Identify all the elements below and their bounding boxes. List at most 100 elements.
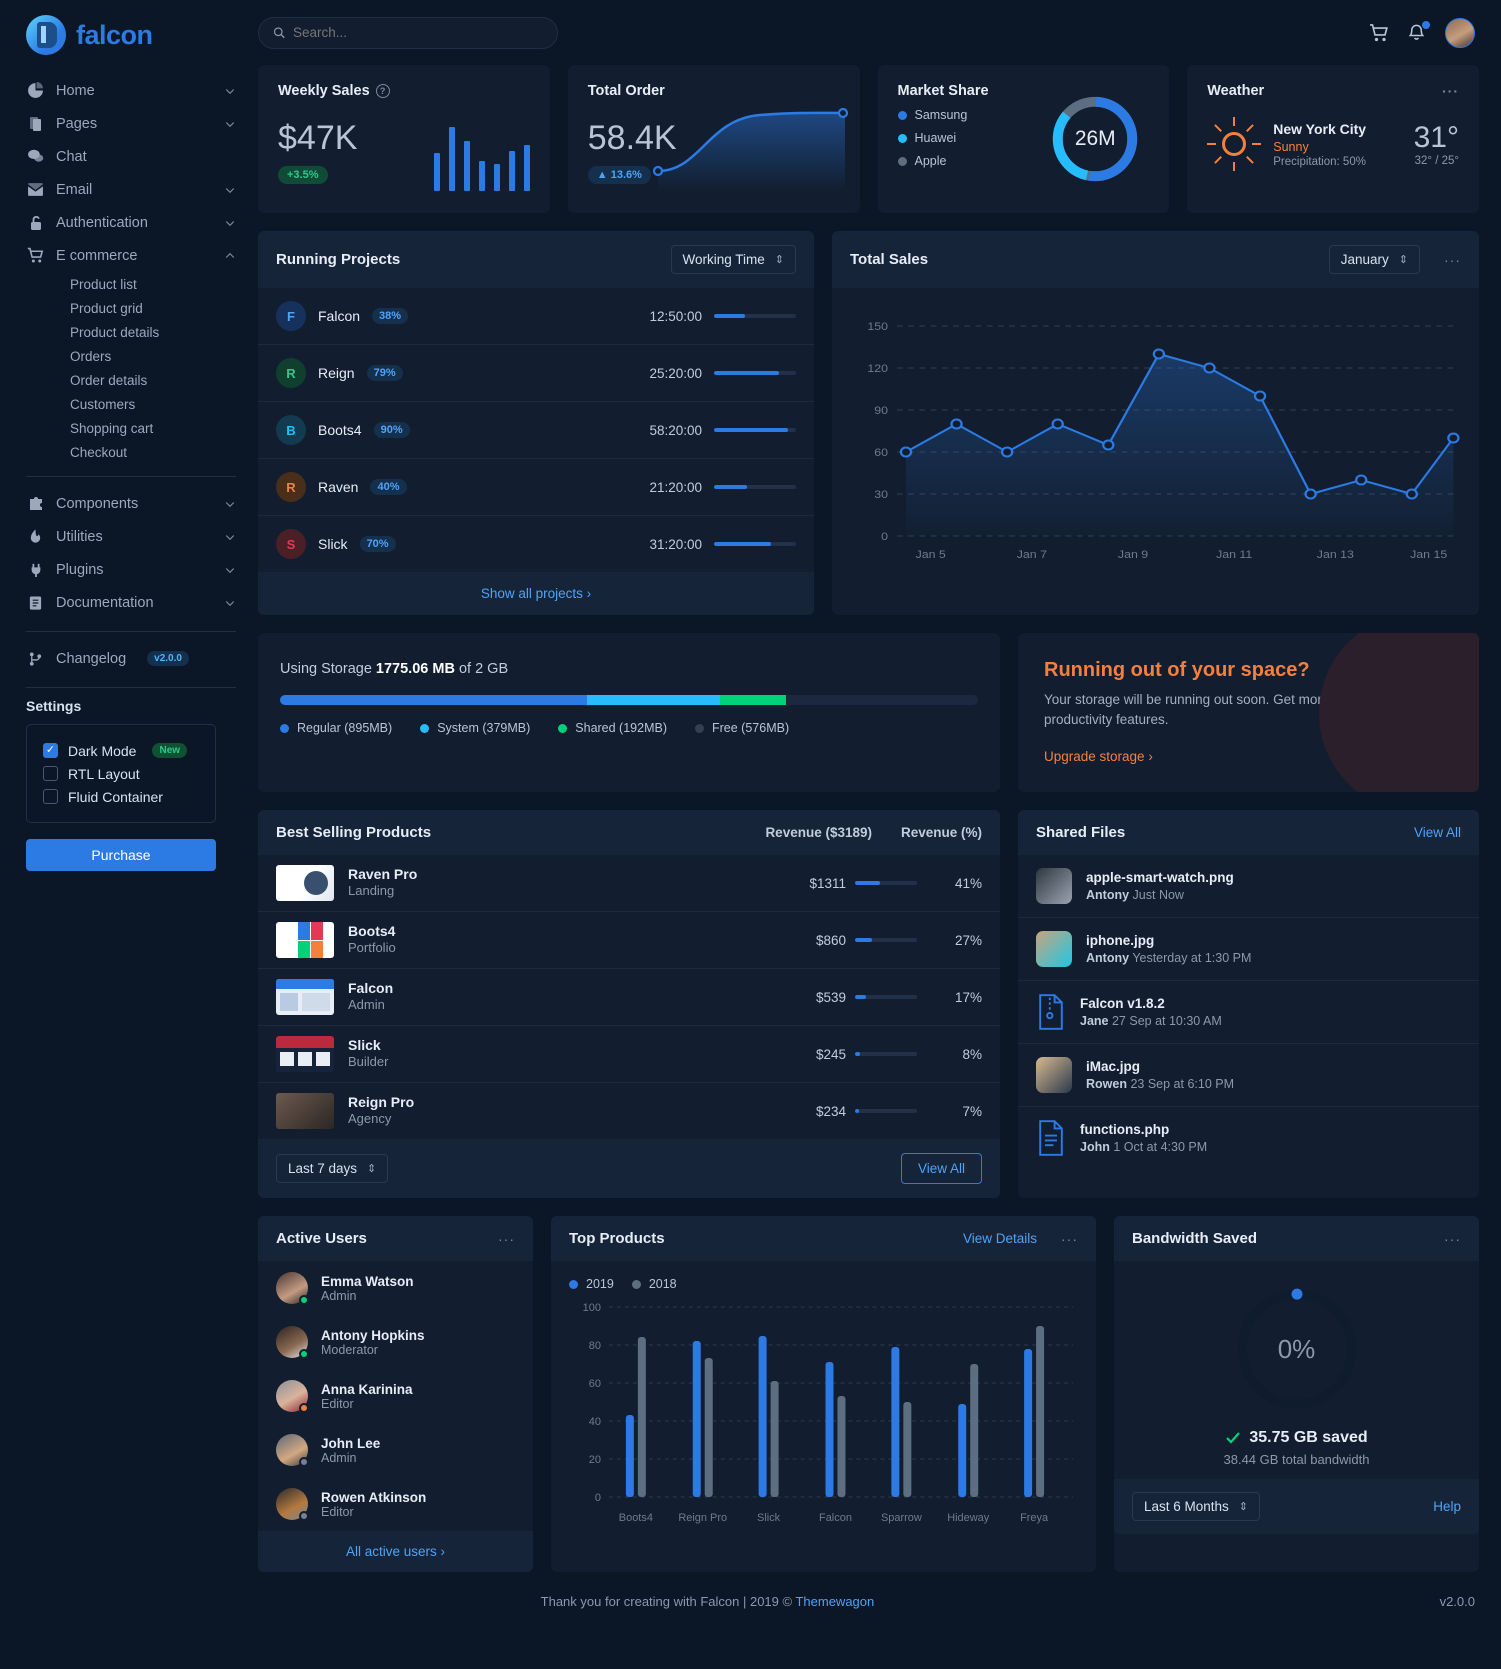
- notification-dot: [1422, 20, 1430, 29]
- sidebar-item-utilities[interactable]: Utilities: [22, 520, 236, 553]
- table-row[interactable]: Reign Pro Agency $234 7%: [258, 1083, 1000, 1139]
- table-row[interactable]: Boots4 Portfolio $860 27%: [258, 912, 1000, 970]
- total-order-sparkline: [652, 107, 848, 191]
- sidebar-subitem-customers[interactable]: Customers: [22, 392, 236, 416]
- sidebar-item-pages[interactable]: Pages: [22, 107, 236, 140]
- top-products-title: Top Products: [569, 1230, 665, 1248]
- cart-icon[interactable]: [1369, 23, 1389, 43]
- sidebar-subitem-product-details[interactable]: Product details: [22, 320, 236, 344]
- checkbox-dark-mode[interactable]: [43, 743, 58, 758]
- sidebar-item-chat[interactable]: Chat: [22, 140, 236, 173]
- list-item[interactable]: iphone.jpg Antony Yesterday at 1:30 PM: [1018, 918, 1479, 982]
- date-range-select[interactable]: Last 7 days ⇕: [276, 1154, 389, 1184]
- sidebar-item-changelog[interactable]: Changelog v2.0.0: [22, 642, 236, 675]
- file-meta: John 1 Oct at 4:30 PM: [1080, 1140, 1207, 1154]
- active-users-title: Active Users: [276, 1230, 367, 1248]
- checkbox-rtl-layout[interactable]: [43, 766, 58, 781]
- help-icon[interactable]: ?: [375, 84, 390, 98]
- project-row[interactable]: R Reign 79% 25:20:00: [258, 345, 814, 402]
- project-row[interactable]: R Raven 40% 21:20:00: [258, 459, 814, 516]
- month-select[interactable]: January ⇕: [1328, 245, 1420, 274]
- show-all-projects-link[interactable]: Show all projects ›: [258, 572, 814, 615]
- branch-icon: [26, 649, 45, 668]
- sidebar-subitem-orders[interactable]: Orders: [22, 344, 236, 368]
- book-icon: [26, 593, 45, 612]
- project-progress-bar: [714, 428, 796, 432]
- file-time: 27 Sep at 10:30 AM: [1111, 1014, 1222, 1029]
- product-revenue-pct: 41%: [954, 875, 982, 891]
- avatar-initial: S: [286, 536, 296, 552]
- checkbox-fluid-container[interactable]: [43, 789, 58, 804]
- view-details-link[interactable]: View Details: [962, 1231, 1037, 1247]
- sidebar-item-components[interactable]: Components: [22, 487, 236, 520]
- shared-files-view-all-link[interactable]: View All: [1413, 825, 1461, 841]
- sidebar-subitem-order-details[interactable]: Order details: [22, 368, 236, 392]
- status-dot: [299, 1295, 309, 1306]
- total-sales-more-icon[interactable]: ···: [1444, 251, 1461, 268]
- project-row[interactable]: B Boots4 90% 58:20:00: [258, 402, 814, 459]
- sidebar-subitem-product-grid[interactable]: Product grid: [22, 296, 236, 320]
- weekly-sales-delta: +3.5%: [278, 166, 328, 184]
- sidebar-item-authentication[interactable]: Authentication: [22, 206, 236, 239]
- sidebar-item-home[interactable]: Home: [22, 74, 236, 107]
- sub-label: Checkout: [70, 444, 128, 460]
- project-row[interactable]: F Falcon 38% 12:50:00: [258, 288, 814, 345]
- search-input[interactable]: [293, 25, 543, 40]
- new-badge: New: [152, 743, 188, 758]
- project-name: Boots4: [318, 422, 362, 438]
- setting-dark-mode[interactable]: Dark Mode New: [43, 739, 199, 762]
- sidebar-item-email[interactable]: Email: [22, 173, 236, 206]
- status-dot: [299, 1511, 309, 1522]
- bandwidth-more-icon[interactable]: ···: [1444, 1230, 1461, 1247]
- setting-rtl-layout[interactable]: RTL Layout: [43, 762, 199, 785]
- bandwidth-range-select[interactable]: Last 6 Months ⇕: [1132, 1492, 1261, 1522]
- themewagon-link[interactable]: Themewagon: [795, 1594, 875, 1610]
- sidebar-subitem-shopping-cart[interactable]: Shopping cart: [22, 416, 236, 440]
- file-user: Rowen: [1086, 1077, 1127, 1092]
- avatar[interactable]: [1445, 17, 1475, 48]
- list-item[interactable]: functions.php John 1 Oct at 4:30 PM: [1018, 1107, 1479, 1169]
- list-item[interactable]: apple-smart-watch.png Antony Just Now: [1018, 855, 1479, 919]
- brand-logo-area[interactable]: falcon: [22, 0, 236, 70]
- bell-icon[interactable]: [1407, 20, 1430, 43]
- sidebar-item-documentation[interactable]: Documentation: [22, 586, 236, 619]
- sidebar-subitem-checkout[interactable]: Checkout: [22, 440, 236, 464]
- all-active-users-link[interactable]: All active users ›: [258, 1531, 533, 1573]
- view-all-button[interactable]: View All: [900, 1153, 982, 1185]
- x-tick: Freya: [1020, 1512, 1049, 1524]
- list-item[interactable]: iMac.jpg Rowen 23 Sep at 6:10 PM: [1018, 1044, 1479, 1108]
- sidebar-item-plugins[interactable]: Plugins: [22, 553, 236, 586]
- legend-shared: Shared (192MB): [558, 721, 667, 735]
- help-link[interactable]: Help: [1433, 1499, 1461, 1515]
- list-item[interactable]: Falcon v1.8.2 Jane 27 Sep at 10:30 AM: [1018, 981, 1479, 1045]
- file-user: Antony: [1086, 888, 1130, 903]
- list-item[interactable]: John Lee Admin: [258, 1423, 533, 1477]
- product-revenue-pct: 17%: [954, 989, 982, 1005]
- active-users-more-icon[interactable]: ···: [498, 1230, 515, 1247]
- list-item[interactable]: Emma Watson Admin: [258, 1261, 533, 1315]
- sidebar-subitem-product-list[interactable]: Product list: [22, 272, 236, 296]
- top-products-more-icon[interactable]: ···: [1061, 1230, 1078, 1247]
- x-tick: Jan 13: [1317, 549, 1354, 561]
- setting-fluid-container[interactable]: Fluid Container: [43, 785, 199, 808]
- list-item[interactable]: Antony Hopkins Moderator: [258, 1315, 533, 1369]
- upgrade-storage-link[interactable]: Upgrade storage ›: [1044, 749, 1153, 765]
- search-box[interactable]: [258, 16, 558, 49]
- working-time-select[interactable]: Working Time ⇕: [670, 245, 796, 274]
- list-item[interactable]: Anna Karinina Editor: [258, 1369, 533, 1423]
- bandwidth-saved-text: 35.75 GB saved: [1225, 1429, 1368, 1447]
- footer-version: v2.0.0: [1439, 1594, 1475, 1610]
- chat-icon: [26, 147, 45, 166]
- sidebar-item-label: Utilities: [56, 528, 103, 545]
- purchase-button[interactable]: Purchase: [26, 839, 216, 871]
- project-time: 25:20:00: [649, 365, 702, 381]
- table-row[interactable]: Slick Builder $245 8%: [258, 1026, 1000, 1084]
- table-row[interactable]: Falcon Admin $539 17%: [258, 969, 1000, 1027]
- list-item[interactable]: Rowen Atkinson Editor: [258, 1477, 533, 1531]
- x-tick: Boots4: [619, 1512, 653, 1524]
- project-row[interactable]: S Slick 70% 31:20:00: [258, 516, 814, 572]
- project-name: Reign: [318, 365, 355, 381]
- sidebar-item-ecommerce[interactable]: E commerce: [22, 239, 236, 272]
- table-row[interactable]: Raven Pro Landing $1311 41%: [258, 855, 1000, 913]
- weather-more-icon[interactable]: ···: [1442, 83, 1459, 99]
